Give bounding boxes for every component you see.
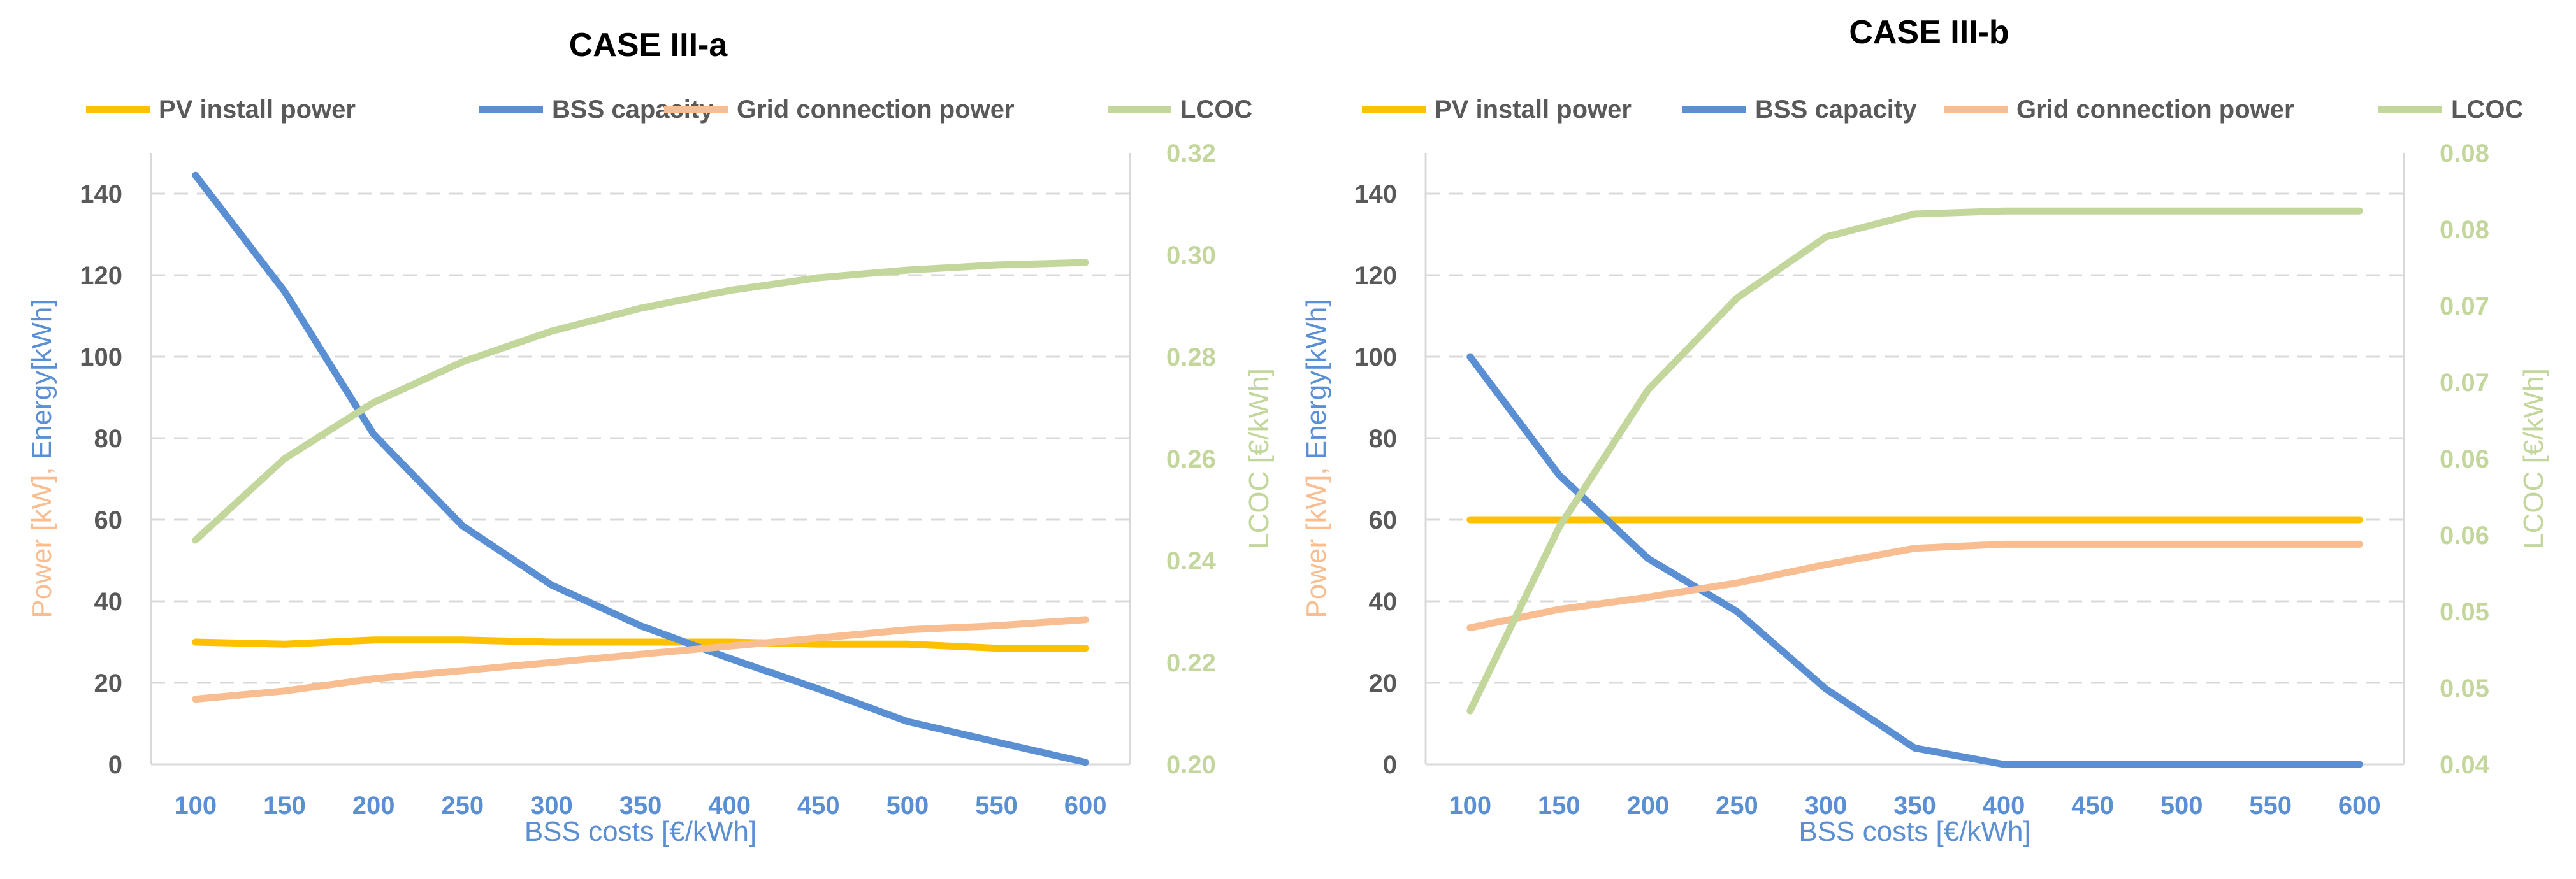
series-line-bss-capacity (1466, 353, 2363, 768)
y2-tick-label: 0.06 (2440, 522, 2489, 550)
y-tick-label: 60 (94, 506, 123, 534)
x-tick-label: 200 (352, 792, 395, 820)
y2-tick-label: 0.08 (2440, 216, 2489, 244)
series-line-lcoc (192, 259, 1089, 544)
y-axis-label-part: Energy[kWh] (26, 299, 57, 459)
y-tick-label: 80 (1369, 425, 1398, 453)
y-tick-label: 40 (94, 588, 123, 616)
x-tick-label: 200 (1626, 792, 1669, 820)
y2-tick-label: 0.06 (2440, 445, 2489, 473)
y-axis-label-part: Power [kW], (1301, 459, 1332, 618)
chart-title: CASE III-a (569, 27, 728, 64)
y-axis-label: Power [kW], Energy[kWh] (1301, 299, 1332, 618)
x-tick-label: 450 (797, 792, 840, 820)
series-line-grid-connection-power (192, 616, 1089, 703)
series-line-grid-connection-power (1466, 540, 2363, 632)
legend-label: PV install power (1435, 96, 1632, 124)
x-tick-label: 600 (2338, 792, 2381, 820)
x-tick-label: 300 (1805, 792, 1848, 820)
x-tick-label: 400 (708, 792, 751, 820)
y-tick-label: 100 (1354, 343, 1397, 371)
y-tick-label: 100 (80, 343, 122, 371)
y-axis-label-part: Power [kW], (26, 459, 57, 618)
x-tick-label: 100 (1449, 792, 1491, 820)
x-tick-label: 450 (2071, 792, 2114, 820)
y2-axis-label: LCOC [€/kWh] (2518, 368, 2549, 549)
y2-tick-label: 0.07 (2440, 369, 2489, 397)
y2-tick-label: 0.07 (2440, 292, 2489, 320)
legend-label: BSS capacity (1755, 96, 1917, 124)
chart-1: CASE III-aPV install power BSS capacity Gr… (26, 27, 1275, 847)
y-axis-label: Power [kW], Energy[kWh] (26, 299, 57, 618)
series-line-bss-capacity (192, 171, 1089, 766)
y2-tick-label: 0.20 (1166, 751, 1216, 779)
chart-2: CASE III-b PV install power BSS capacity Gr… (1301, 14, 2549, 847)
legend-label: Grid connection power (2016, 96, 2294, 124)
x-tick-label: 150 (263, 792, 306, 820)
y-tick-label: 20 (94, 669, 123, 697)
y2-tick-label: 0.24 (1166, 547, 1217, 575)
legend-label: Grid connection power (737, 96, 1015, 124)
x-tick-label: 250 (1716, 792, 1758, 820)
y-tick-label: 140 (1354, 180, 1397, 208)
y-axis-label-part: Energy[kWh] (1301, 299, 1332, 459)
legend-label: LCOC (2451, 96, 2523, 124)
legend-label: PV install power (159, 96, 356, 124)
x-tick-label: 500 (2160, 792, 2203, 820)
x-tick-label: 550 (2249, 792, 2292, 820)
y2-tick-label: 0.05 (2440, 675, 2489, 703)
x-tick-label: 300 (530, 792, 573, 820)
y2-tick-label: 0.08 (2440, 139, 2489, 168)
y-tick-label: 140 (80, 180, 122, 208)
x-axis-label: BSS costs [€/kWh] (1798, 816, 2030, 847)
y2-tick-label: 0.26 (1166, 445, 1216, 473)
y-tick-label: 60 (1369, 506, 1398, 534)
x-tick-label: 500 (886, 792, 929, 820)
x-tick-label: 350 (619, 792, 662, 820)
series-line-lcoc (1466, 207, 2363, 715)
y2-tick-label: 0.05 (2440, 598, 2489, 626)
x-tick-label: 550 (975, 792, 1018, 820)
x-axis-label: BSS costs [€/kWh] (525, 816, 756, 847)
y-tick-label: 0 (1383, 751, 1397, 779)
y2-tick-label: 0.32 (1166, 139, 1216, 168)
x-tick-label: 600 (1064, 792, 1107, 820)
y-tick-label: 80 (94, 425, 123, 453)
y-tick-label: 0 (108, 751, 122, 779)
y-tick-label: 120 (80, 262, 122, 290)
y2-axis-label: LCOC [€/kWh] (1243, 368, 1275, 549)
y-tick-label: 120 (1354, 262, 1397, 290)
legend-label: LCOC (1180, 96, 1252, 124)
y2-tick-label: 0.28 (1166, 343, 1216, 371)
x-tick-label: 150 (1538, 792, 1581, 820)
y2-tick-label: 0.04 (2440, 751, 2490, 779)
x-tick-label: 100 (174, 792, 217, 820)
y2-tick-label: 0.30 (1166, 241, 1216, 269)
y2-tick-label: 0.22 (1166, 649, 1216, 677)
x-tick-label: 350 (1893, 792, 1936, 820)
y-tick-label: 20 (1369, 669, 1398, 697)
series-line-pv-install-power (192, 636, 1089, 652)
x-tick-label: 250 (441, 792, 484, 820)
y-tick-label: 40 (1369, 588, 1398, 616)
x-tick-label: 400 (1983, 792, 2025, 820)
chart-title: CASE III-b (1849, 14, 2009, 51)
